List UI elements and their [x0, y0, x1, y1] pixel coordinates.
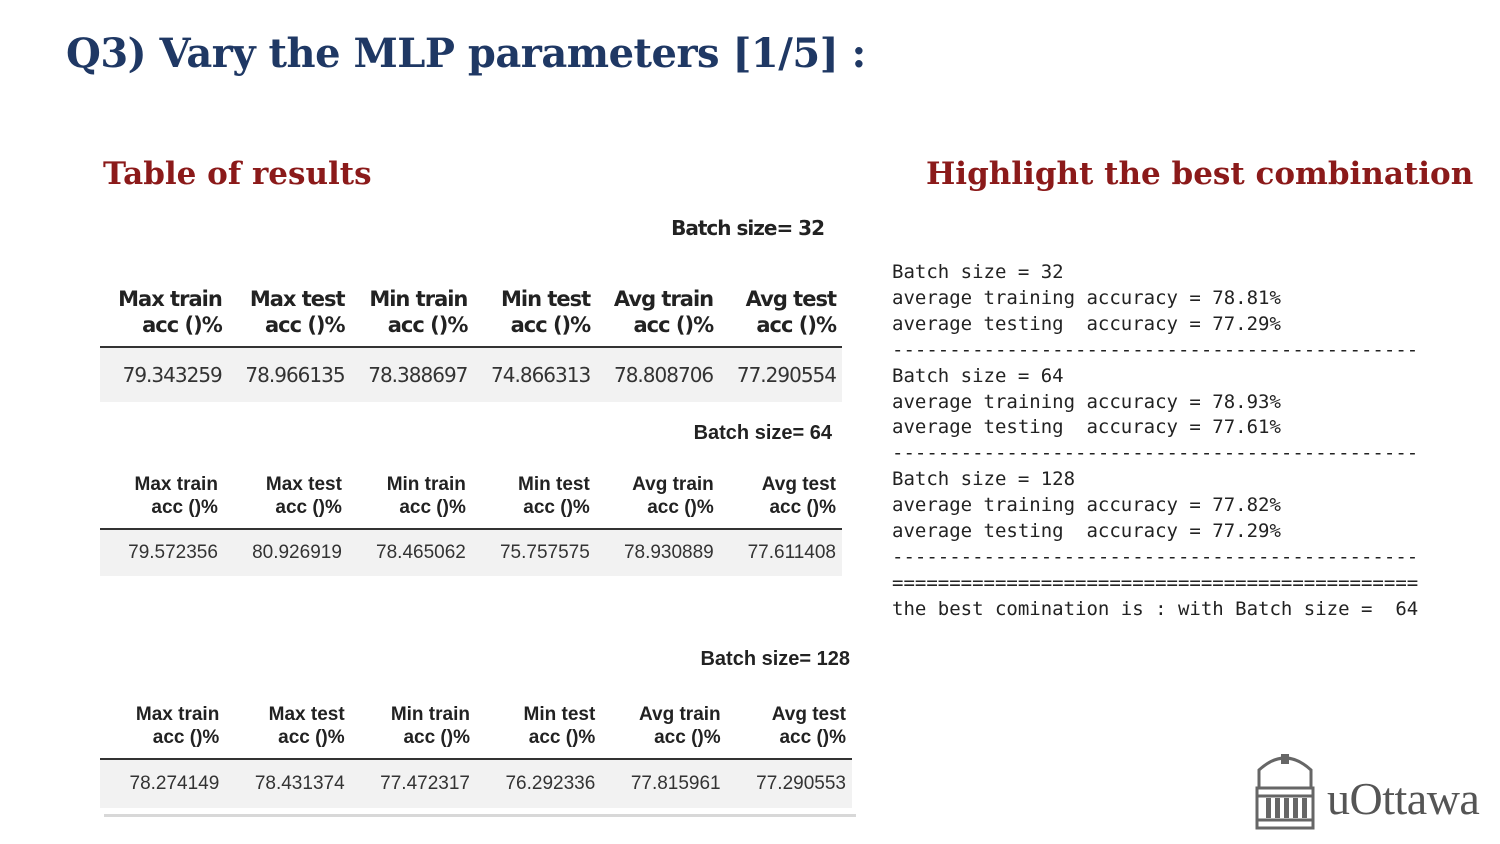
cell-min-train: 77.472317 — [350, 759, 476, 808]
col-avg-train: Avg train acc ()% — [596, 268, 720, 348]
cell-min-test: 76.292336 — [475, 759, 602, 808]
cell-avg-train: 78.808706 — [596, 347, 720, 402]
console-divider: ----------------------------------------… — [892, 442, 1419, 465]
col-min-test: Min test acc ()% — [475, 686, 602, 760]
col-min-test: Min test acc ()% — [471, 456, 596, 530]
console-line: average training accuracy = 77.82% — [892, 494, 1281, 517]
results-table: Max train acc ()% Max test acc ()% Min tra… — [100, 268, 842, 402]
col-avg-train: Avg train acc ()% — [595, 456, 720, 530]
table-bottom-divider — [104, 814, 856, 817]
console-line: average training accuracy = 78.81% — [892, 286, 1281, 309]
cell-max-train: 79.343259 — [100, 347, 228, 402]
col-max-test: Max test acc ()% — [223, 456, 348, 530]
uottawa-logo: uOttawa — [1255, 748, 1495, 832]
col-max-train: Max train acc ()% — [100, 686, 226, 760]
logo-wordmark: uOttawa — [1327, 773, 1480, 824]
col-avg-test: Avg test acc ()% — [726, 686, 852, 760]
table-header-row: Max train acc ()% Max test acc ()% Min tra… — [100, 686, 852, 760]
table-of-results-heading: Table of results — [103, 156, 372, 192]
results-table: Max train acc ()% Max test acc ()% Min tra… — [100, 686, 852, 808]
col-max-train: Max train acc ()% — [100, 456, 224, 530]
console-output: Batch size = 32 average training accurac… — [892, 260, 1492, 623]
console-divider: ----------------------------------------… — [892, 545, 1419, 568]
col-avg-train: Avg train acc ()% — [601, 686, 727, 760]
col-max-test: Max test acc ()% — [227, 268, 351, 348]
console-result-line: the best comination is : with Batch size… — [892, 597, 1419, 620]
results-table: Max train acc ()% Max test acc ()% Min tra… — [100, 456, 842, 576]
col-avg-test: Avg test acc ()% — [719, 268, 842, 348]
console-line: Batch size = 128 — [892, 468, 1076, 491]
console-divider: ========================================… — [892, 571, 1419, 594]
console-line: average training accuracy = 78.93% — [892, 390, 1281, 413]
cell-avg-test: 77.290554 — [719, 347, 842, 402]
console-line: average testing accuracy = 77.61% — [892, 416, 1281, 439]
table-row: 79.343259 78.966135 78.388697 74.866313 … — [100, 347, 842, 402]
col-max-test: Max test acc ()% — [225, 686, 351, 760]
col-min-test: Min test acc ()% — [473, 268, 597, 348]
col-min-train: Min train acc ()% — [347, 456, 472, 530]
cell-avg-train: 77.815961 — [601, 759, 727, 808]
table-row: 79.572356 80.926919 78.465062 75.757575 … — [100, 529, 842, 576]
cell-min-train: 78.465062 — [347, 529, 472, 576]
university-building-icon — [1255, 754, 1315, 830]
batch-size-label: Batch size= 32 — [671, 216, 825, 240]
results-table-batch-32: Batch size= 32 Max train acc ()% Max test… — [100, 212, 842, 402]
cell-max-test: 80.926919 — [223, 529, 348, 576]
col-min-train: Min train acc ()% — [350, 268, 474, 348]
cell-max-test: 78.431374 — [225, 759, 351, 808]
cell-avg-test: 77.611408 — [719, 529, 842, 576]
cell-min-train: 78.388697 — [350, 347, 474, 402]
cell-min-test: 75.757575 — [471, 529, 596, 576]
cell-max-test: 78.966135 — [227, 347, 351, 402]
results-table-batch-64: Batch size= 64 Max train acc ()% Max test… — [100, 420, 842, 580]
col-max-train: Max train acc ()% — [100, 268, 228, 348]
table-header-row: Max train acc ()% Max test acc ()% Min tra… — [100, 268, 842, 348]
cell-max-train: 79.572356 — [100, 529, 224, 576]
batch-size-label: Batch size= 64 — [693, 422, 832, 444]
console-line: average testing accuracy = 77.29% — [892, 520, 1281, 543]
table-header-row: Max train acc ()% Max test acc ()% Min tra… — [100, 456, 842, 530]
console-divider: ----------------------------------------… — [892, 338, 1419, 361]
console-line: Batch size = 64 — [892, 364, 1064, 387]
cell-min-test: 74.866313 — [473, 347, 597, 402]
cell-avg-test: 77.290553 — [726, 759, 852, 808]
best-combination-heading: Highlight the best combination — [926, 156, 1474, 192]
slide-title: Q3) Vary the MLP parameters [1/5] : — [66, 30, 866, 77]
batch-size-label: Batch size= 128 — [700, 648, 850, 670]
console-line: Batch size = 32 — [892, 261, 1064, 283]
col-min-train: Min train acc ()% — [350, 686, 476, 760]
table-row: 78.274149 78.431374 77.472317 76.292336 … — [100, 759, 852, 808]
col-avg-test: Avg test acc ()% — [719, 456, 842, 530]
cell-max-train: 78.274149 — [100, 759, 226, 808]
console-line: average testing accuracy = 77.29% — [892, 312, 1281, 335]
results-table-batch-128: Batch size= 128 Max train acc ()% Max tes… — [100, 646, 856, 826]
cell-avg-train: 78.930889 — [595, 529, 720, 576]
